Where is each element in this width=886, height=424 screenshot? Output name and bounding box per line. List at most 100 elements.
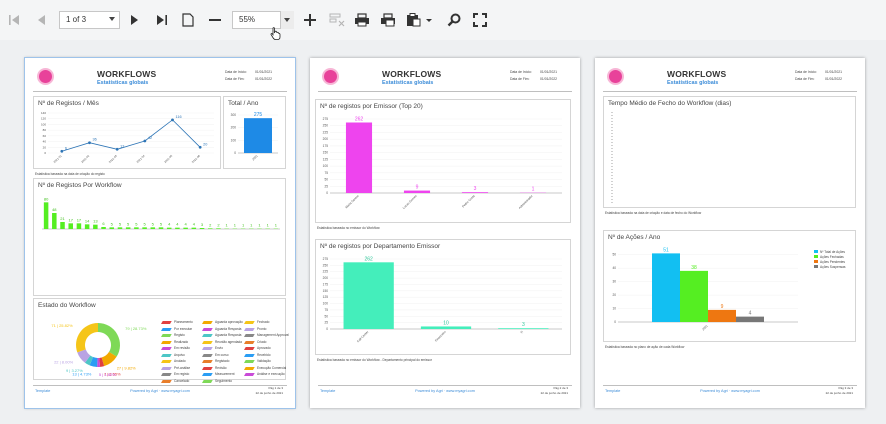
bar <box>134 227 139 229</box>
x-tick-label: TI <box>519 330 524 335</box>
data-label: 1 <box>242 223 245 228</box>
data-point <box>115 147 119 151</box>
legend-swatch <box>161 321 172 324</box>
legend-label: Envio <box>215 346 223 351</box>
pie-slice <box>89 357 98 367</box>
date-start-value: 01/01/2021 <box>825 70 842 74</box>
date-end: Data de Fim: 01/01/2022 <box>225 77 272 81</box>
first-page-icon[interactable] <box>4 10 24 30</box>
total-ano-chart: 0 100 200 300 275 2021 <box>231 112 278 161</box>
registos-mes-panel: Nº de Registos / Mês 0 20 40 60 80 100 120 140 6… <box>33 96 221 169</box>
tempo-title: Tempo Médio de Fecho do Workflow (dias) <box>608 100 732 107</box>
estado-title: Estado do Workflow <box>38 302 96 309</box>
zoom-out-icon[interactable] <box>205 10 225 30</box>
data-label: 275 <box>254 112 263 118</box>
report-page-2[interactable]: WORKFLOWS Estatísticas globais Data de I… <box>310 58 580 408</box>
bar <box>652 253 680 322</box>
legend-item: Cancelado <box>161 378 193 385</box>
legend-swatch <box>244 353 255 356</box>
x-tick-label: 2021-02 <box>80 154 90 164</box>
data-label: 5 <box>160 221 163 226</box>
y-tick-label: 125 <box>323 295 329 299</box>
departamento-note: Estatística baseada no emissor do Workfl… <box>317 358 432 362</box>
report-page-1[interactable]: WORKFLOWS Estatísticas globais Data de I… <box>24 57 296 409</box>
legend-swatch <box>814 265 818 268</box>
date-start: Data de Início: 01/01/2021 <box>795 70 842 74</box>
fullscreen-icon[interactable] <box>470 10 490 30</box>
zoom-dropdown-button[interactable] <box>280 11 294 29</box>
data-label: 1 <box>258 223 261 228</box>
page-selector[interactable]: 1 of 3 <box>59 11 120 29</box>
zoom-in-icon[interactable] <box>300 10 320 30</box>
legend-item: Análise e execução <box>244 371 289 378</box>
print-page-icon[interactable] <box>378 10 398 30</box>
bar <box>244 118 272 153</box>
legend-item: Registado <box>202 358 243 365</box>
company-logo <box>607 68 624 85</box>
legend-item: Envio <box>202 345 243 352</box>
report-subtitle: Estatísticas globais <box>382 80 434 86</box>
bar <box>60 222 65 229</box>
data-label: 1 <box>250 223 253 228</box>
legend-item: Aguarda Resposta <box>202 332 243 339</box>
data-label: 48 <box>52 207 57 212</box>
bar <box>175 227 180 229</box>
export-dropdown-button[interactable] <box>404 10 434 30</box>
next-page-icon[interactable] <box>125 10 145 30</box>
data-label: 51 <box>663 247 669 253</box>
legend-item: Seguimento <box>202 378 243 385</box>
x-tick-label: Financeiro <box>434 330 447 343</box>
acoes-title: Nº de Ações / Ano <box>608 234 661 241</box>
legend-item: Em curso <box>202 352 243 359</box>
legend-item: Em registo <box>161 371 193 378</box>
legend-label: Ações Pendentes <box>820 259 845 264</box>
data-label: 1 <box>234 223 237 228</box>
departamento-panel: Nº de registos por Departamento Emissor … <box>315 239 571 355</box>
search-icon[interactable] <box>444 10 464 30</box>
report-subtitle: Estatísticas globais <box>667 80 719 86</box>
footer-page-info: Pág 1 de 3 22 de junho de 2021 <box>256 386 283 396</box>
data-label: 13 <box>93 219 98 224</box>
legend-swatch <box>202 360 213 363</box>
data-label: 2 <box>209 222 212 227</box>
bar <box>125 227 131 229</box>
footer-template: Template <box>35 389 51 393</box>
y-tick-label: 200 <box>231 126 237 130</box>
y-tick-label: 75 <box>324 308 328 312</box>
legend-swatch <box>202 347 213 350</box>
emissor-panel: Nº de registos por Emissor (Top 20) 0 25 5… <box>315 99 571 223</box>
legend-label: Pré-análise <box>174 365 191 370</box>
data-label: 116 <box>176 115 182 119</box>
y-tick-label: 200 <box>323 276 329 280</box>
bar <box>109 227 115 229</box>
data-label: 4 <box>749 311 752 317</box>
pie-label: 71 | 25.82% <box>51 323 73 328</box>
y-tick-label: 250 <box>323 124 329 128</box>
print-icon[interactable] <box>352 10 372 30</box>
report-page-3[interactable]: WORKFLOWS Estatísticas globais Data de I… <box>595 58 865 408</box>
legend-label: Arquivo <box>174 352 185 357</box>
report-viewer: WORKFLOWS Estatísticas globais Data de I… <box>0 40 886 424</box>
series-line <box>61 119 201 152</box>
registos-mes-chart: 02040608010012014062021-01362021-0213202… <box>41 111 214 164</box>
acoes-panel: Nº de Ações / Ano 0 10 20 30 40 50 51 38 9 4 2021 … <box>603 230 856 342</box>
single-page-view-icon[interactable] <box>178 10 198 30</box>
footer-powered-by: Powered by Agri · www.myagri.com <box>700 389 760 393</box>
legend-label: Aprovado <box>257 346 271 351</box>
bar <box>199 228 205 229</box>
highlight-editing-fields-icon[interactable] <box>327 10 347 30</box>
y-tick-label: 40 <box>612 266 616 270</box>
bar <box>343 262 394 329</box>
last-page-icon[interactable] <box>152 10 172 30</box>
date-end-label: Data de Fim: <box>510 77 530 81</box>
date-start-label: Data de Início: <box>795 70 817 74</box>
legend-label: Recebido <box>257 352 271 357</box>
data-label: 5 <box>119 221 122 226</box>
date-end-value: 01/01/2022 <box>825 77 842 81</box>
acoes-chart: 0 10 20 30 40 50 51 38 9 4 2021 <box>612 247 798 331</box>
pie-slice <box>98 323 120 357</box>
previous-page-icon[interactable] <box>31 10 51 30</box>
date-start-label: Data de Início: <box>225 70 247 74</box>
y-tick-label: 20 <box>612 293 616 297</box>
legend-item: Aguarda Resposta <box>202 326 243 333</box>
